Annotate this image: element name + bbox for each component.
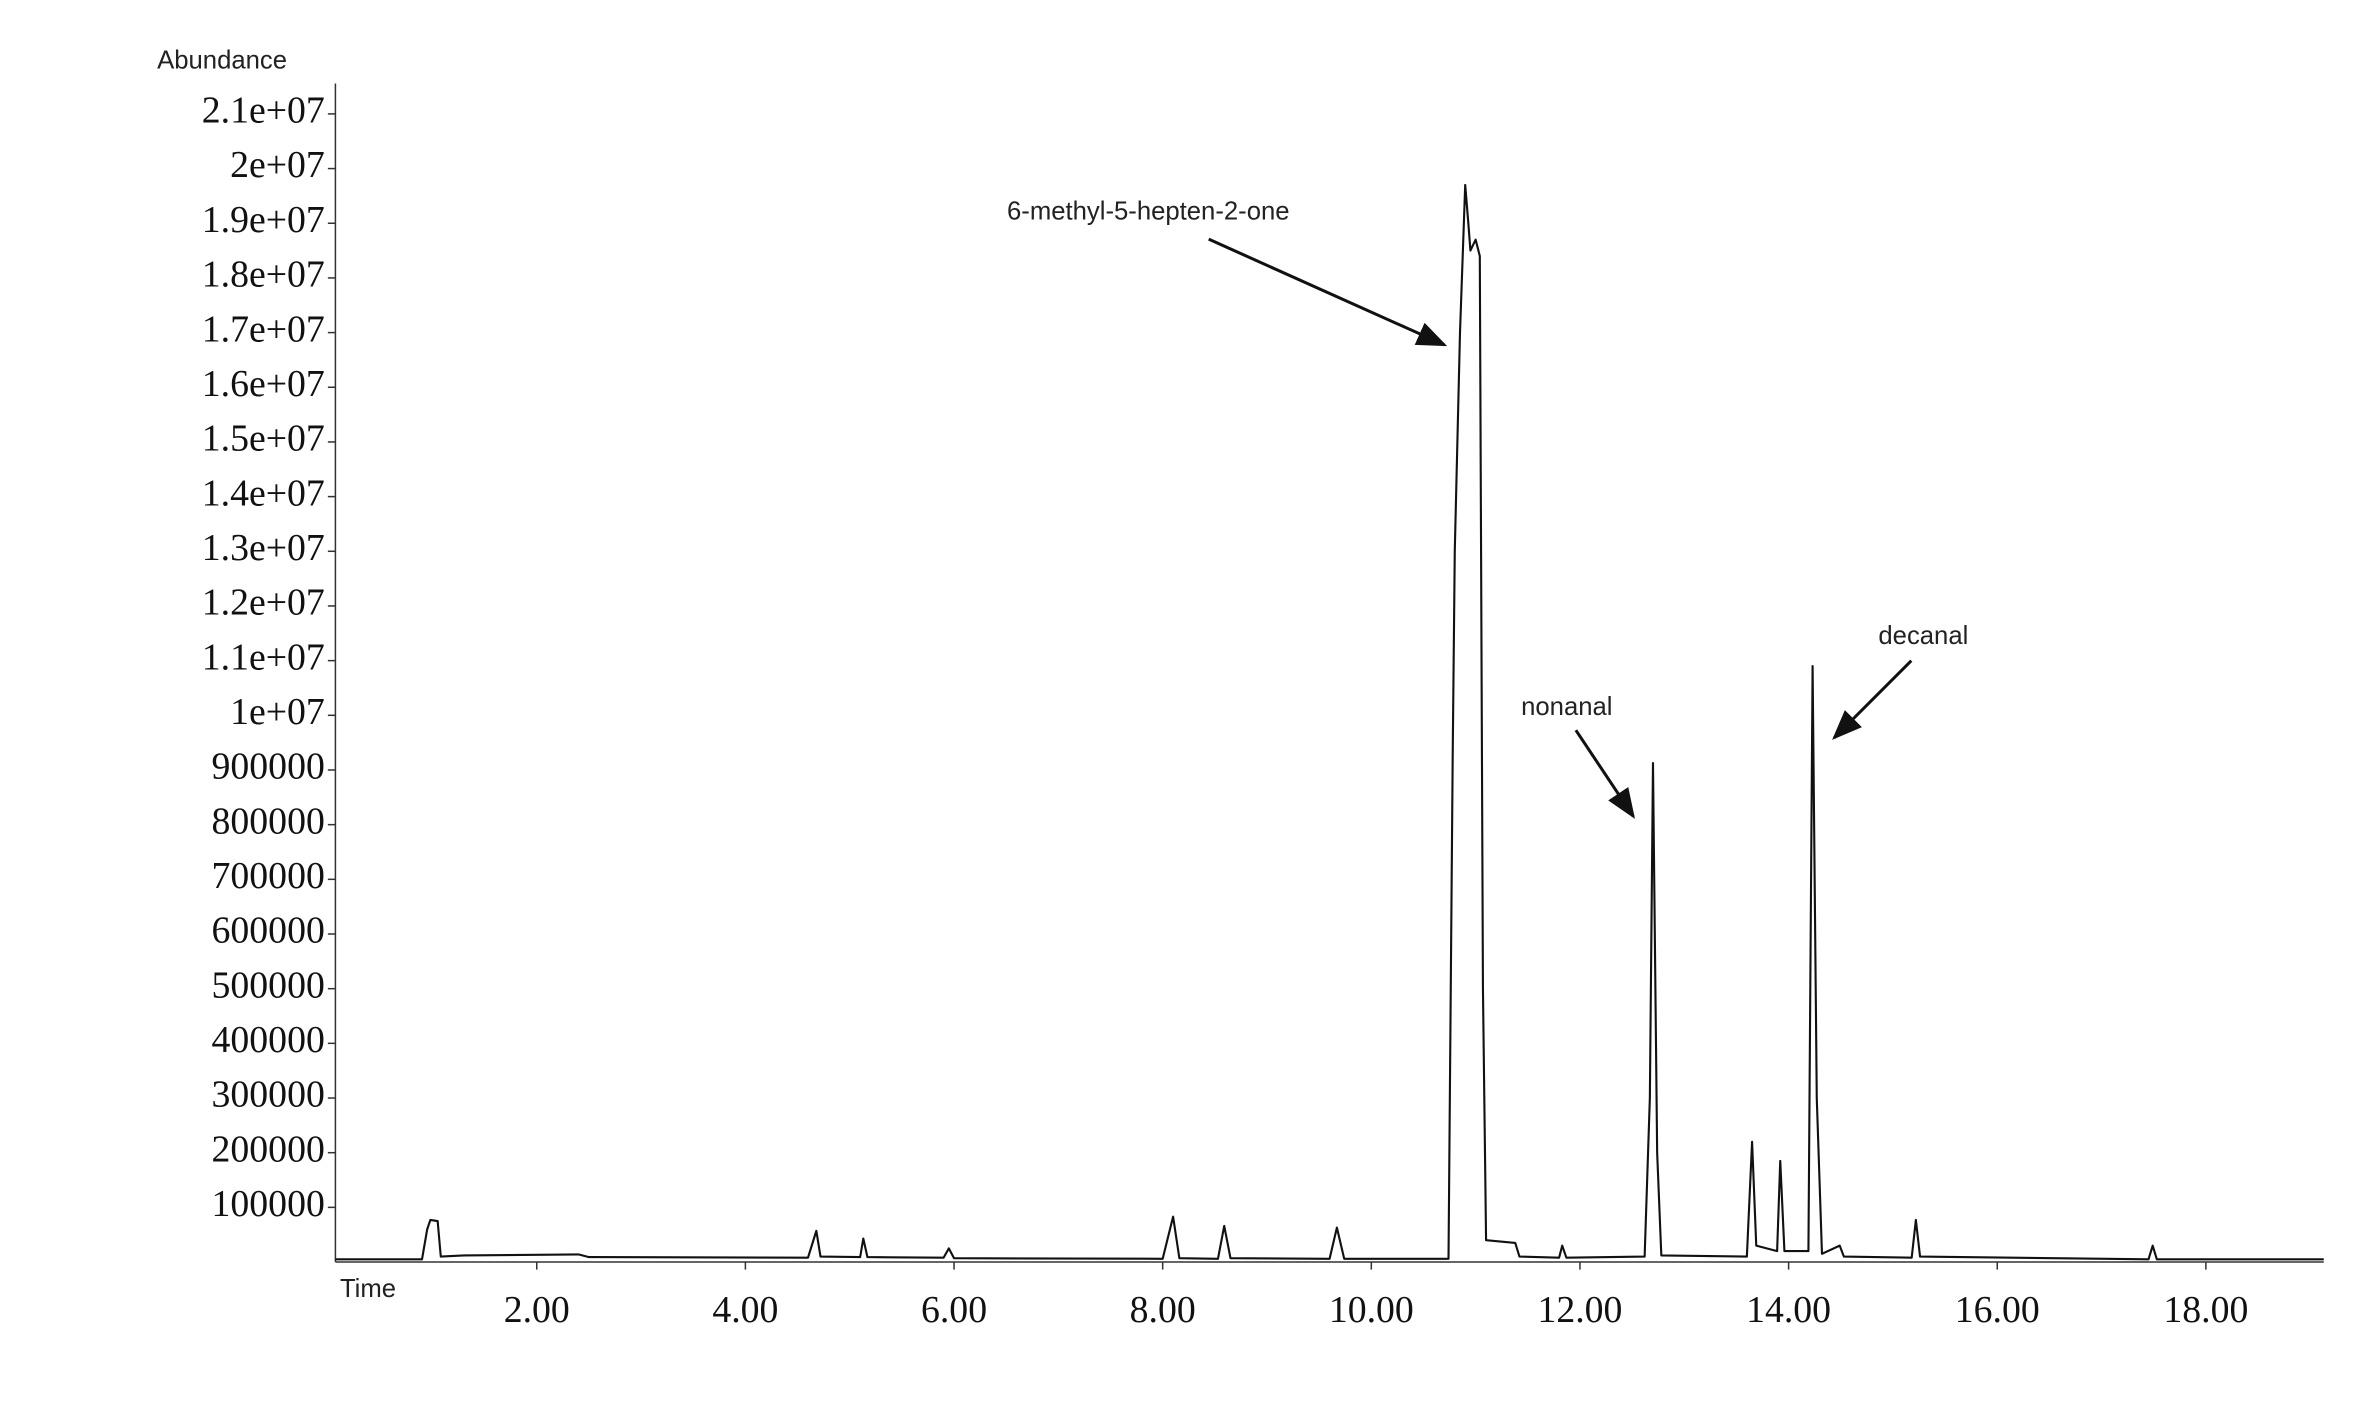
y-tick-label: 1.6e+07 — [202, 363, 325, 405]
y-tick-label: 1.9e+07 — [202, 199, 325, 241]
y-tick-label: 600000 — [212, 910, 325, 952]
arrow — [1834, 661, 1911, 738]
annotation: nonanal — [1521, 693, 1612, 721]
x-tick-label: 12.00 — [1537, 1289, 1622, 1331]
trace — [335, 185, 2323, 1259]
y-tick-label: 2.1e+07 — [202, 90, 325, 132]
y-axis-label: Abundance — [157, 46, 287, 74]
x-tick-label: 18.00 — [2163, 1289, 2248, 1331]
y-tick-label: 400000 — [212, 1019, 325, 1061]
y-tick-label: 1.2e+07 — [202, 582, 325, 624]
annotation: 6-methyl-5-hepten-2-one — [1007, 198, 1290, 226]
x-tick-label: 10.00 — [1329, 1289, 1414, 1331]
x-tick-label: 16.00 — [1955, 1289, 2040, 1331]
y-tick-label: 800000 — [212, 800, 325, 842]
y-tick-label: 1.5e+07 — [202, 418, 325, 460]
y-tick-label: 1.7e+07 — [202, 308, 325, 350]
x-tick-label: 6.00 — [921, 1289, 987, 1331]
page: Abundance Time 6-methyl-5-hepten-2-one n… — [0, 0, 2357, 1403]
y-tick-label: 1.1e+07 — [202, 636, 325, 678]
y-tick-label: 1.3e+07 — [202, 527, 325, 569]
y-tick-label: 1.8e+07 — [202, 254, 325, 296]
y-tick-label: 100000 — [212, 1183, 325, 1225]
chart: Abundance Time 6-methyl-5-hepten-2-one n… — [0, 0, 2357, 1403]
y-tick-label: 500000 — [212, 964, 325, 1006]
y-tick-label: 300000 — [212, 1074, 325, 1116]
arrow — [1209, 239, 1445, 345]
y-tick-label: 2e+07 — [230, 144, 325, 186]
x-tick-label: 8.00 — [1130, 1289, 1196, 1331]
y-tick-label: 900000 — [212, 746, 325, 788]
y-tick-label: 700000 — [212, 855, 325, 897]
y-tick-label: 1.4e+07 — [202, 472, 325, 514]
x-tick-label: 4.00 — [712, 1289, 778, 1331]
x-axis-label: Time — [340, 1275, 396, 1303]
y-tick-label: 200000 — [212, 1128, 325, 1170]
arrow — [1576, 730, 1633, 816]
y-tick-label: 1e+07 — [230, 691, 325, 733]
x-tick-label: 14.00 — [1746, 1289, 1831, 1331]
x-tick-label: 2.00 — [504, 1289, 570, 1331]
annotation: decanal — [1878, 622, 1968, 650]
